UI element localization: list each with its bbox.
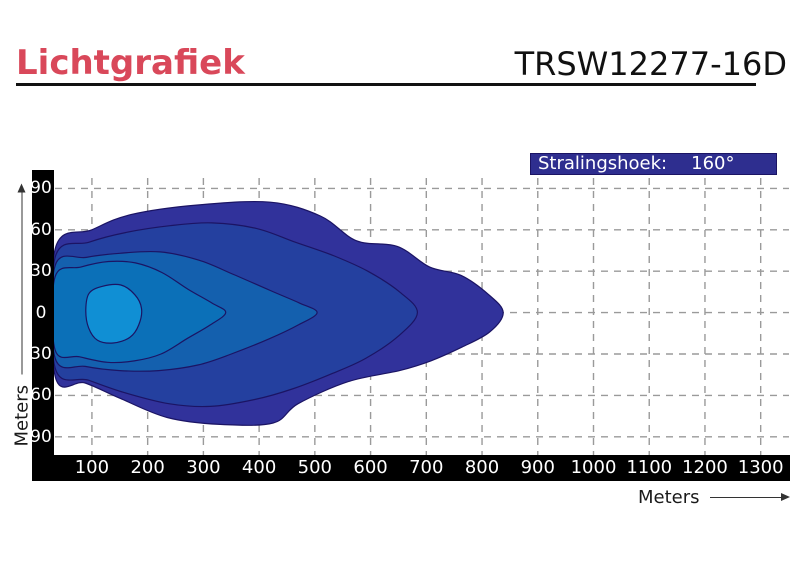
y-axis-title: Meters xyxy=(8,183,36,447)
x-axis-arrowhead-icon xyxy=(781,493,790,501)
x-tick-label: 100 xyxy=(74,457,110,478)
contour-layers xyxy=(50,200,504,426)
x-axis-arrow-line xyxy=(709,496,781,498)
beam-angle-label: Stralingshoek: xyxy=(538,153,668,174)
x-tick-label: 900 xyxy=(520,457,555,478)
y-axis-bar xyxy=(32,170,54,455)
x-tick-label: 1100 xyxy=(626,457,673,478)
y-tick-label: 60 xyxy=(30,385,52,406)
y-tick-label: 30 xyxy=(30,344,52,364)
y-axis-arrowhead-icon xyxy=(17,183,26,193)
x-tick-label: 600 xyxy=(353,457,388,478)
x-tick-label: 1300 xyxy=(737,457,784,478)
x-tick-label: 1000 xyxy=(570,457,617,478)
x-tick-label: 200 xyxy=(130,457,165,478)
x-tick-label: 800 xyxy=(464,457,500,478)
y-tick-label: 90 xyxy=(30,178,52,199)
y-axis-title-text: Meters xyxy=(11,384,32,447)
x-tick-label: 400 xyxy=(241,457,277,478)
page-title: Lichtgrafiek xyxy=(16,43,245,83)
x-axis-title: Meters xyxy=(638,485,790,509)
contour-level-5-hotspot xyxy=(85,283,143,344)
y-tick-label: 90 xyxy=(30,426,52,447)
beam-angle-badge: Stralingshoek: 160° xyxy=(530,153,777,175)
beam-angle-value: 160° xyxy=(691,153,735,174)
model-number: TRSW12277-16D xyxy=(514,45,787,83)
x-tick-label: 1200 xyxy=(682,457,728,478)
y-tick-label: 60 xyxy=(30,219,52,240)
x-tick-label: 500 xyxy=(297,457,333,478)
x-tick-label: 700 xyxy=(409,457,444,478)
y-tick-label: 0 xyxy=(35,302,47,323)
y-tick-label: 30 xyxy=(30,261,52,282)
x-axis-title-text: Meters xyxy=(638,486,700,508)
x-axis-bar xyxy=(32,455,790,481)
y-axis-arrow-line xyxy=(21,192,22,375)
header-rule xyxy=(16,83,756,86)
x-tick-label: 300 xyxy=(186,457,221,478)
